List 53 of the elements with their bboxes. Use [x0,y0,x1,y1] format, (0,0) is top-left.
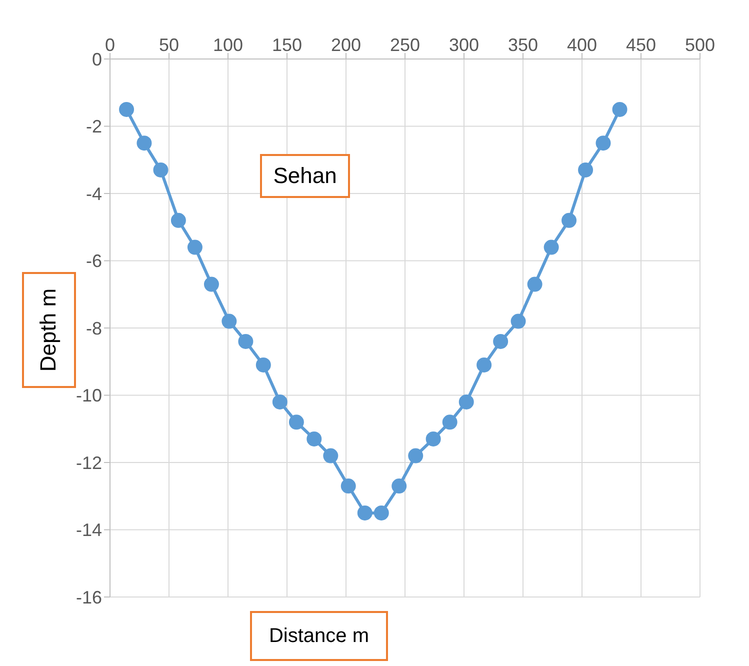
point [153,162,168,178]
y-tick-label: -4 [86,184,102,204]
point [357,505,372,520]
x-tick-label: 250 [390,35,420,55]
y-tick-label: -6 [86,251,102,272]
y-tick-label: -2 [86,116,102,137]
point [374,505,389,520]
point [306,431,322,446]
point [527,276,542,292]
x-tick-label: 100 [212,35,244,55]
y-axis-title: Depth m [36,288,62,372]
text: Sehan [260,154,350,198]
point [544,240,559,255]
y-tick-label: -8 [86,318,102,338]
x-tick-label: 200 [330,35,362,55]
point [493,334,508,349]
point [596,136,611,151]
point [612,102,628,117]
y-tick-label: 0 [92,49,102,70]
point [426,431,441,446]
point [458,394,474,410]
point [392,478,407,494]
point [272,394,288,410]
point [476,357,492,372]
x-tick-label: 50 [158,35,180,55]
point [238,334,254,349]
x-tick-label: 450 [626,35,656,55]
point [222,314,237,329]
point [442,414,458,430]
point [136,136,152,151]
y-tick-label: -10 [76,386,102,406]
point [562,212,577,228]
point [323,448,338,464]
x-tick-label: 300 [448,35,480,55]
x-tick-label: 500 [684,35,716,55]
point [578,162,594,178]
point [119,102,134,117]
x-axis-title: Distance m [250,611,388,661]
x-tick-label: 350 [508,35,538,55]
point [256,357,271,372]
point [340,478,356,494]
point [408,448,424,464]
y-tick-label: -14 [76,520,102,540]
point [187,240,202,255]
x-tick-label: 400 [566,35,598,55]
point [204,276,219,292]
point [170,212,186,228]
y-tick-label: -16 [76,587,102,608]
point [288,414,304,430]
x-tick-label: 0 [104,35,116,55]
x-tick-label: 150 [272,35,302,55]
y-tick-label: -12 [76,452,102,473]
point [510,314,526,329]
